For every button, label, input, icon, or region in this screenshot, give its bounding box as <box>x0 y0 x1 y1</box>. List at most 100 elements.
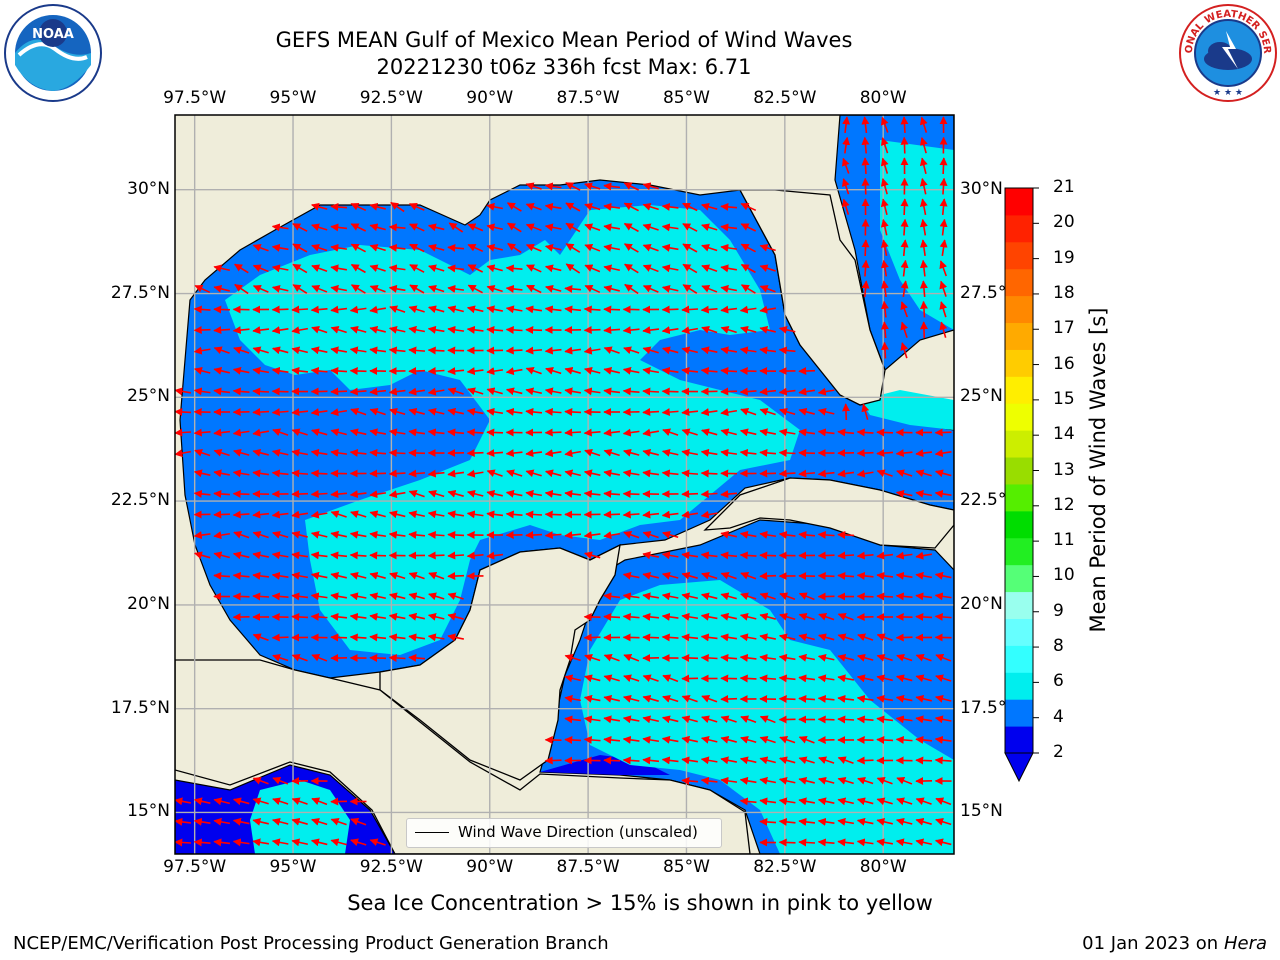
wave-direction-arrow <box>856 797 874 806</box>
wave-direction-arrow <box>603 694 620 703</box>
wave-direction-arrow <box>837 530 855 539</box>
wave-direction-arrow <box>565 202 581 212</box>
wave-direction-arrow <box>895 592 913 601</box>
wave-direction-arrow <box>428 284 445 293</box>
wave-direction-arrow <box>193 346 211 355</box>
wave-direction-arrow <box>642 346 659 355</box>
wave-direction-arrow <box>486 243 503 252</box>
wave-direction-arrow <box>919 321 928 339</box>
wave-direction-arrow <box>330 530 347 539</box>
wave-direction-arrow <box>369 387 387 396</box>
wave-direction-arrow <box>311 428 328 437</box>
wave-direction-arrow <box>271 284 289 293</box>
wave-direction-arrow <box>720 284 738 293</box>
wave-direction-arrow <box>526 284 542 294</box>
wave-direction-arrow <box>271 633 289 642</box>
colorbar-tick-label: 15 <box>1053 388 1075 409</box>
wave-direction-arrow <box>622 489 640 498</box>
wave-direction-arrow <box>681 490 699 499</box>
wave-direction-arrow <box>759 284 776 293</box>
wave-direction-arrow <box>564 694 582 703</box>
wave-direction-arrow <box>779 735 796 744</box>
wave-direction-arrow <box>565 182 581 191</box>
wave-direction-arrow <box>408 530 426 539</box>
wave-direction-arrow <box>622 428 640 437</box>
y-tick-left: 15°N <box>127 801 170 822</box>
wave-direction-arrow <box>915 735 933 744</box>
wave-direction-arrow <box>447 530 465 539</box>
wave-direction-arrow <box>779 756 796 765</box>
wave-direction-arrow <box>272 530 289 539</box>
wave-direction-arrow <box>915 571 933 580</box>
wave-direction-arrow <box>701 428 718 437</box>
wave-direction-arrow <box>778 346 796 355</box>
wave-direction-arrow <box>505 325 523 334</box>
wave-direction-arrow <box>388 325 406 334</box>
wave-direction-arrow <box>193 797 211 806</box>
wave-direction-arrow <box>193 428 211 437</box>
colorbar-tick-label: 2 <box>1053 742 1064 762</box>
wave-direction-arrow <box>934 428 952 437</box>
wave-direction-arrow <box>915 694 932 703</box>
wave-direction-arrow <box>759 797 777 806</box>
wave-direction-arrow <box>720 428 737 437</box>
wave-direction-arrow <box>720 756 737 765</box>
wave-direction-arrow <box>681 510 699 519</box>
wave-direction-arrow <box>919 300 928 318</box>
wave-direction-arrow <box>778 776 796 785</box>
wave-direction-arrow <box>349 346 367 355</box>
wave-direction-arrow <box>447 489 464 498</box>
wave-direction-arrow <box>466 428 484 437</box>
wave-direction-arrow <box>603 469 621 478</box>
colorbar-swatch <box>1005 349 1033 377</box>
wave-direction-arrow <box>880 137 889 154</box>
wave-direction-arrow <box>388 346 406 355</box>
wave-direction-arrow <box>720 551 738 560</box>
wave-direction-arrow <box>603 674 620 683</box>
wave-direction-arrow <box>759 325 776 334</box>
wave-direction-arrow <box>934 571 952 580</box>
wave-direction-arrow <box>720 264 738 273</box>
wave-direction-arrow <box>408 367 426 376</box>
colorbar-swatch <box>1005 430 1033 458</box>
wave-direction-arrow <box>389 571 406 580</box>
wave-direction-arrow <box>330 366 348 375</box>
wave-direction-arrow <box>798 612 815 621</box>
wave-direction-arrow <box>622 571 640 580</box>
wave-direction-arrow <box>544 202 562 211</box>
wave-direction-arrow <box>642 530 659 539</box>
wave-direction-arrow <box>428 305 445 314</box>
wave-direction-arrow <box>759 264 776 273</box>
wave-direction-arrow <box>427 223 445 232</box>
wave-direction-arrow <box>759 633 776 642</box>
wave-direction-arrow <box>291 571 309 580</box>
wave-direction-arrow <box>389 305 406 314</box>
footer-date-text: 01 Jan 2023 on <box>1082 933 1224 954</box>
colorbar-tick-label: 19 <box>1053 247 1075 268</box>
wave-direction-arrow <box>915 817 932 826</box>
wave-direction-arrow <box>213 428 231 437</box>
wave-direction-arrow <box>565 222 581 233</box>
wave-direction-arrow <box>252 448 269 457</box>
wave-direction-arrow <box>564 407 582 416</box>
wave-direction-arrow <box>876 592 894 601</box>
wave-direction-arrow <box>272 428 289 437</box>
colorbar-tick-label: 8 <box>1053 636 1064 657</box>
wave-direction-arrow <box>934 756 952 765</box>
wave-direction-arrow <box>525 182 542 191</box>
wave-direction-arrow <box>856 428 874 437</box>
wave-direction-arrow <box>408 325 426 334</box>
wave-direction-arrow <box>252 285 269 293</box>
wave-direction-arrow <box>564 449 582 458</box>
wave-direction-arrow <box>213 551 230 560</box>
wave-direction-arrow <box>919 280 928 298</box>
wave-direction-arrow <box>583 387 601 396</box>
wave-direction-arrow <box>778 428 796 437</box>
wave-direction-arrow <box>252 264 269 273</box>
wave-direction-arrow <box>701 223 718 232</box>
wave-direction-arrow <box>720 366 738 375</box>
wave-direction-arrow <box>682 202 698 212</box>
wave-direction-arrow <box>428 243 445 252</box>
wave-direction-arrow <box>271 366 289 375</box>
wave-direction-arrow <box>661 264 679 273</box>
